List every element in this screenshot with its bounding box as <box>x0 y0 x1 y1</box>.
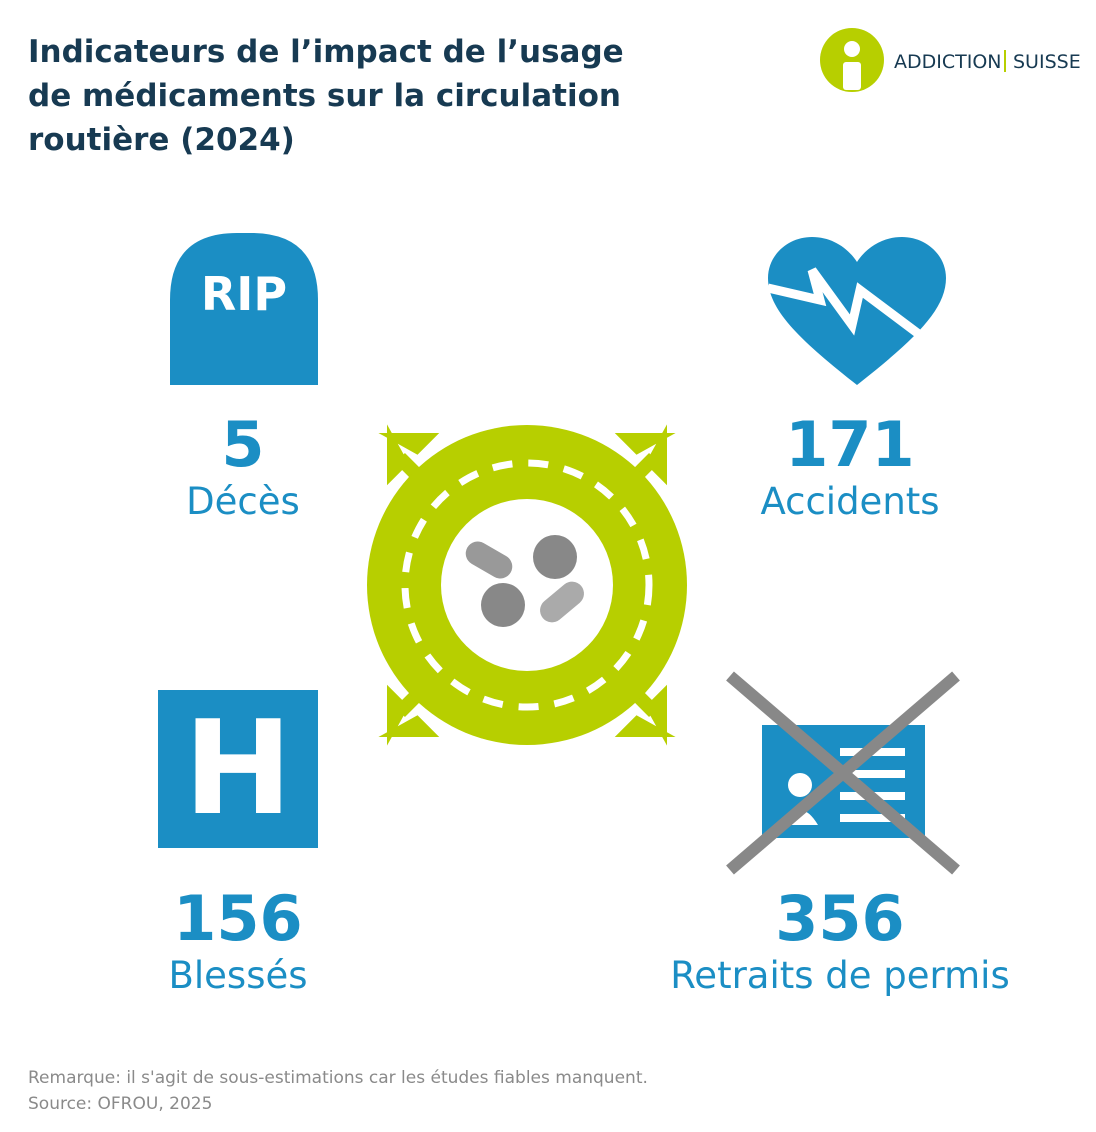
icon-text: RIP <box>201 267 287 321</box>
logo-separator <box>1004 50 1006 72</box>
footer-source: Source: OFROU, 2025 <box>28 1094 212 1114</box>
card-line <box>840 814 905 822</box>
center <box>441 499 613 671</box>
road-markings <box>401 459 653 711</box>
indicator-label: Blessés <box>168 954 307 997</box>
pill <box>540 581 584 623</box>
pill <box>481 583 525 627</box>
card-photo <box>788 773 812 797</box>
title-line: routière (2024) <box>28 122 295 158</box>
indicator-value: 5 <box>221 408 264 481</box>
title-line: de médicaments sur la circulation <box>28 78 621 114</box>
indicator-value: 356 <box>775 882 904 955</box>
logo-mark <box>843 62 861 90</box>
roundabout-icon <box>367 424 687 746</box>
pill <box>465 541 513 579</box>
indicator-value: 171 <box>785 408 914 481</box>
license-icon <box>726 671 960 875</box>
title-line: Indicateurs de l’impact de l’usage <box>28 34 624 70</box>
footer-note: Remarque: il s'agit de sous-estimations … <box>28 1068 648 1088</box>
hospital-icon <box>158 690 318 848</box>
logo-mark <box>844 41 860 57</box>
indicator-value: 156 <box>173 882 302 955</box>
indicator-label: Décès <box>186 480 300 523</box>
logo-text: ADDICTION <box>894 51 1002 73</box>
heart-pulse <box>766 267 923 339</box>
pill <box>533 535 577 579</box>
icon-text: H <box>184 692 293 844</box>
indicator-label: Retraits de permis <box>670 954 1009 997</box>
indicator-label: Accidents <box>760 480 939 523</box>
card-line <box>840 770 905 778</box>
logo-text: SUISSE <box>1013 51 1081 73</box>
logo-mark <box>820 28 884 92</box>
cross <box>726 671 960 875</box>
logo: ADDICTION SUISSE <box>820 28 1081 92</box>
tombstone-icon <box>170 233 318 385</box>
